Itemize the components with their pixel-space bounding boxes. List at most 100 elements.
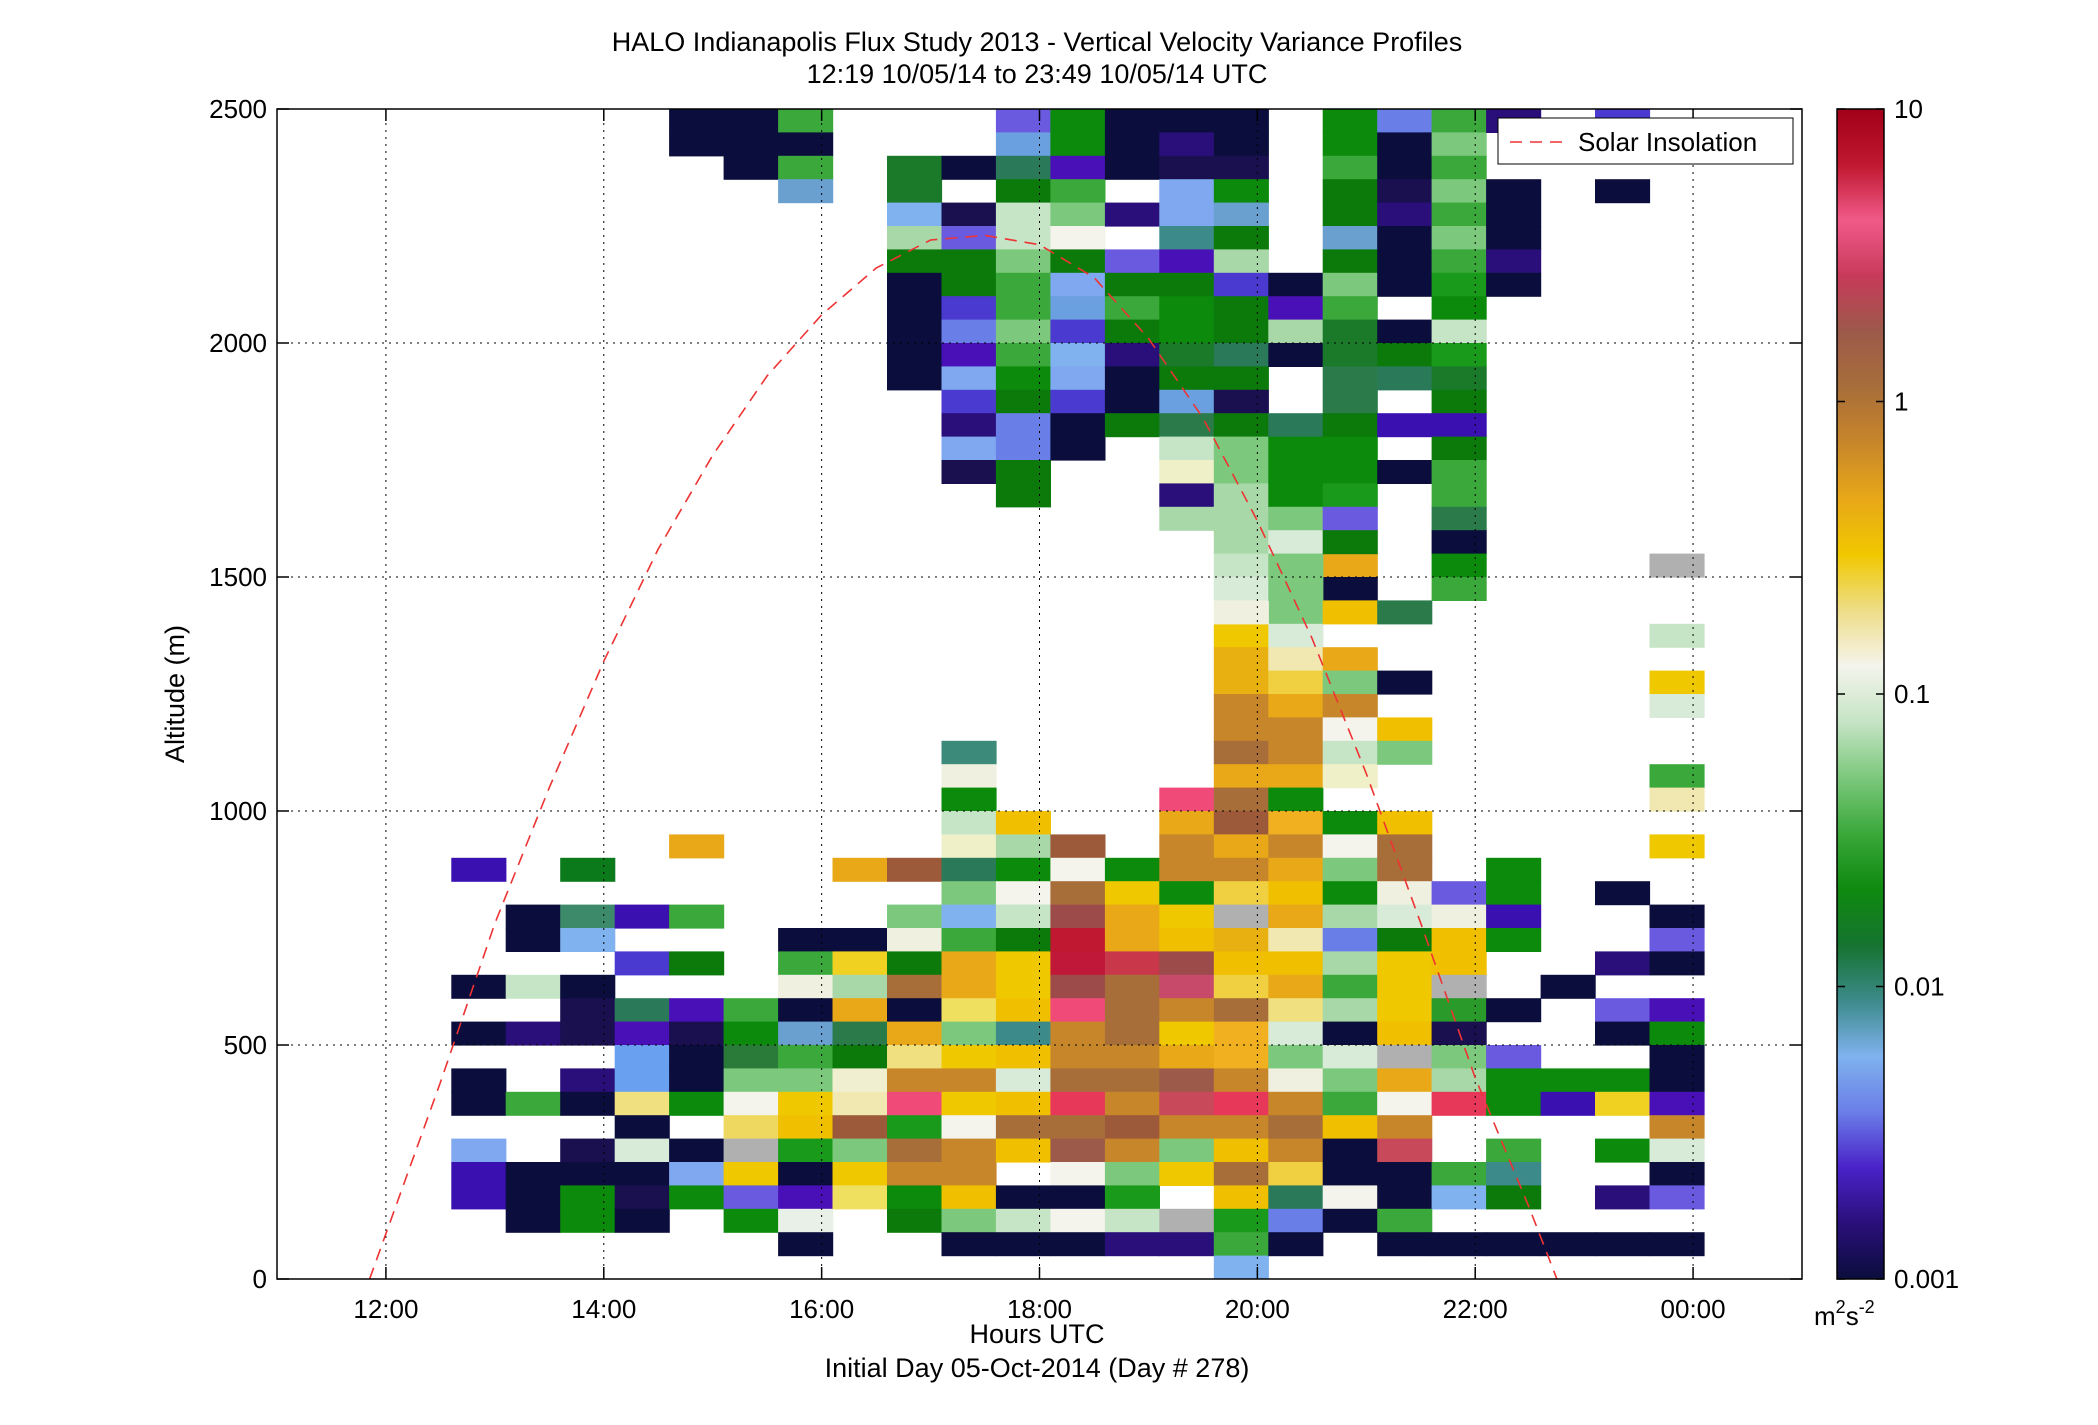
y-axis-label: Altitude (m) (160, 625, 190, 763)
heatmap-cell (1159, 483, 1215, 508)
heatmap-cell (1377, 857, 1433, 882)
heatmap-cell (1050, 389, 1106, 414)
heatmap-cell (1431, 272, 1487, 297)
heatmap-cell (1050, 974, 1106, 999)
heatmap-cell (1486, 928, 1542, 952)
heatmap-cell (1322, 109, 1378, 133)
heatmap-cell (941, 272, 997, 297)
heatmap-cell (1213, 647, 1269, 672)
heatmap-cell (1431, 179, 1487, 204)
heatmap-cell (1649, 787, 1705, 812)
heatmap-cell (614, 1208, 670, 1233)
heatmap-cell (451, 1138, 507, 1163)
heatmap-cell (778, 179, 834, 204)
colorbar-tick-label: 10 (1894, 94, 1923, 124)
heatmap-cell (1486, 202, 1542, 227)
heatmap-cell (1213, 600, 1269, 625)
heatmap-cell (995, 974, 1051, 999)
x-tick-label: 00:00 (1661, 1294, 1726, 1324)
heatmap-cell (1268, 1185, 1324, 1210)
heatmap-cell (1159, 1091, 1215, 1116)
heatmap-cell (1431, 904, 1487, 929)
heatmap-cell (1649, 928, 1705, 952)
heatmap-cell (669, 109, 725, 133)
heatmap-cell (1159, 413, 1215, 438)
heatmap-cell (560, 928, 616, 952)
heatmap-cell (941, 1068, 997, 1093)
heatmap-cell (1377, 1185, 1433, 1210)
heatmap-cell (995, 366, 1051, 391)
heatmap-cell (995, 1185, 1051, 1210)
heatmap-cell (1595, 1091, 1651, 1116)
heatmap-cell (1431, 460, 1487, 484)
heatmap-cell (1322, 670, 1378, 695)
heatmap-cell (560, 1021, 616, 1046)
heatmap-cell (1050, 1021, 1106, 1046)
heatmap-cell (1159, 998, 1215, 1023)
heatmap-cell (1486, 226, 1542, 250)
heatmap-cell (941, 460, 997, 484)
heatmap-cell (941, 1138, 997, 1163)
heatmap-cell (451, 1091, 507, 1116)
heatmap-cell (723, 155, 779, 180)
heatmap-cell (1431, 553, 1487, 578)
heatmap-cell (1213, 1068, 1269, 1093)
heatmap-cell (995, 202, 1051, 227)
x-tick-label: 16:00 (789, 1294, 854, 1324)
heatmap-cell (1431, 1162, 1487, 1186)
heatmap-cell (1322, 857, 1378, 882)
heatmap-cell (1213, 834, 1269, 859)
heatmap-cell (723, 1091, 779, 1116)
heatmap-cell (1050, 179, 1106, 204)
heatmap-cell (1268, 1162, 1324, 1186)
heatmap-cell (614, 1138, 670, 1163)
heatmap-cell (1649, 1162, 1705, 1186)
heatmap-cell (1159, 834, 1215, 859)
heatmap-cell (1377, 834, 1433, 859)
heatmap-cell (778, 928, 834, 952)
heatmap-cell (1268, 834, 1324, 859)
heatmap-cell (614, 1115, 670, 1140)
heatmap-cell (995, 483, 1051, 508)
heatmap-cell (1322, 436, 1378, 461)
heatmap-cell (1377, 155, 1433, 180)
heatmap-cell (451, 974, 507, 999)
heatmap-cell (669, 1068, 725, 1093)
heatmap-cell (1649, 998, 1705, 1023)
heatmap-cell (995, 1232, 1051, 1257)
heatmap-cell (1431, 881, 1487, 906)
heatmap-cell (505, 928, 561, 952)
heatmap-cell (1213, 694, 1269, 718)
heatmap-cell (1104, 904, 1160, 929)
heatmap-cell (1431, 928, 1487, 952)
heatmap-cell (1159, 1068, 1215, 1093)
heatmap-cell (669, 904, 725, 929)
heatmap-cell (1649, 834, 1705, 859)
x-axis-label: Hours UTC (969, 1319, 1104, 1349)
heatmap-cell (1213, 179, 1269, 204)
heatmap-cell (1268, 1091, 1324, 1116)
heatmap-cell (1213, 413, 1269, 438)
heatmap-cell (1213, 1232, 1269, 1257)
heatmap-cell (723, 109, 779, 133)
heatmap-cell (1159, 951, 1215, 976)
heatmap-cell (887, 155, 943, 180)
heatmap-cell (1322, 647, 1378, 672)
heatmap-cell (1159, 132, 1215, 157)
heatmap-cell (1159, 928, 1215, 952)
heatmap-cell (1431, 226, 1487, 250)
heatmap-cell (1050, 928, 1106, 952)
heatmap-cell (941, 764, 997, 789)
heatmap-cell (614, 1021, 670, 1046)
heatmap-cell (995, 179, 1051, 204)
heatmap-cell (832, 1068, 888, 1093)
heatmap-cell (1159, 296, 1215, 321)
heatmap-cell (1213, 296, 1269, 321)
heatmap-cell (1159, 1232, 1215, 1257)
heatmap-cell (1104, 1045, 1160, 1069)
heatmap-cell (1431, 296, 1487, 321)
heatmap-cell (1649, 623, 1705, 648)
heatmap-cell (1268, 951, 1324, 976)
heatmap-cell (1050, 1091, 1106, 1116)
